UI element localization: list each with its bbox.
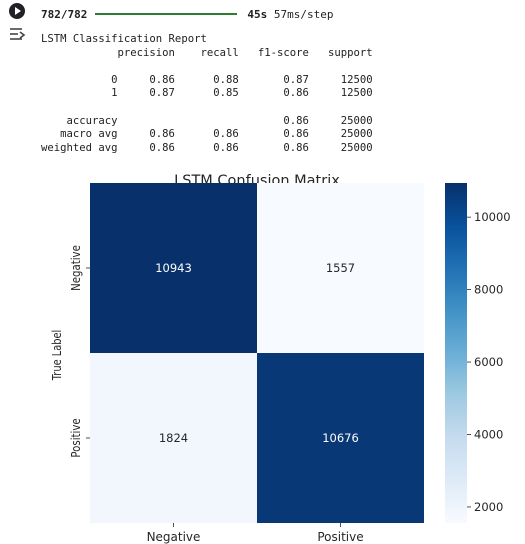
heatmap-cell-1-1 xyxy=(257,353,424,523)
output-toggle-icon[interactable] xyxy=(8,26,28,44)
colorbar-tick-label: 4000 xyxy=(474,428,503,442)
progress-time: 45s xyxy=(247,7,268,21)
report-header: precision recall f1-score support xyxy=(41,46,373,59)
heatmap-cell-label-0-1: 1557 xyxy=(326,261,355,275)
heatmap-cell-label-1-1: 10676 xyxy=(322,431,359,445)
heatmap-cell-label-0-0: 10943 xyxy=(155,261,192,275)
heatmap-cell-1-0 xyxy=(90,353,257,523)
colorbar xyxy=(445,183,467,523)
confusion-matrix-chart: LSTM Confusion Matrix 10943 1557 1824 10676… xyxy=(0,165,525,544)
y-tick-label-negative: Negative xyxy=(69,245,83,291)
y-axis-label: True Label xyxy=(50,330,64,381)
x-tick-label-positive: Positive xyxy=(317,530,363,544)
report-row-accuracy: accuracy 0.86 25000 xyxy=(41,114,373,127)
colorbar-tick-label: 2000 xyxy=(474,500,503,514)
report-row-1: 1 0.87 0.85 0.86 12500 xyxy=(41,87,373,100)
report-row-0: 0 0.86 0.88 0.87 12500 xyxy=(41,73,373,86)
colorbar-tick-label: 10000 xyxy=(474,210,511,224)
classification-report: LSTM Classification Report precision rec… xyxy=(41,33,373,155)
heatmap-cell-0-1 xyxy=(257,183,424,353)
y-tick-label-positive: Positive xyxy=(69,418,83,457)
progress-per-step: 57ms/step xyxy=(273,7,334,21)
heatmap-cell-label-1-0: 1824 xyxy=(159,431,188,445)
cell-gutter xyxy=(0,0,34,60)
progress-line: 782/782 45s 57ms/step xyxy=(41,6,333,22)
report-row-weighted-avg: weighted avg 0.86 0.86 0.86 25000 xyxy=(41,141,373,154)
colorbar-tick-label: 8000 xyxy=(474,283,503,297)
colorbar-tick-label: 6000 xyxy=(474,355,503,369)
heatmap-cell-0-0 xyxy=(90,183,257,353)
x-tick-label-negative: Negative xyxy=(147,530,201,544)
progress-bar xyxy=(95,13,238,15)
report-title: LSTM Classification Report xyxy=(41,33,207,45)
play-circle-icon[interactable] xyxy=(9,3,25,19)
report-row-macro-avg: macro avg 0.86 0.86 0.86 25000 xyxy=(41,128,373,141)
progress-bar-fill xyxy=(95,13,238,15)
progress-steps: 782/782 xyxy=(41,7,88,21)
